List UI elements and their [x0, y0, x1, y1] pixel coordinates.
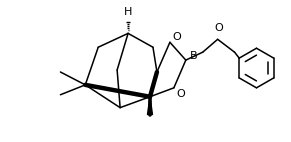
Text: B: B	[190, 51, 197, 61]
Polygon shape	[148, 97, 152, 115]
Text: H: H	[124, 7, 132, 16]
Text: O: O	[177, 89, 186, 99]
Text: O: O	[214, 23, 223, 33]
Text: O: O	[173, 32, 182, 42]
